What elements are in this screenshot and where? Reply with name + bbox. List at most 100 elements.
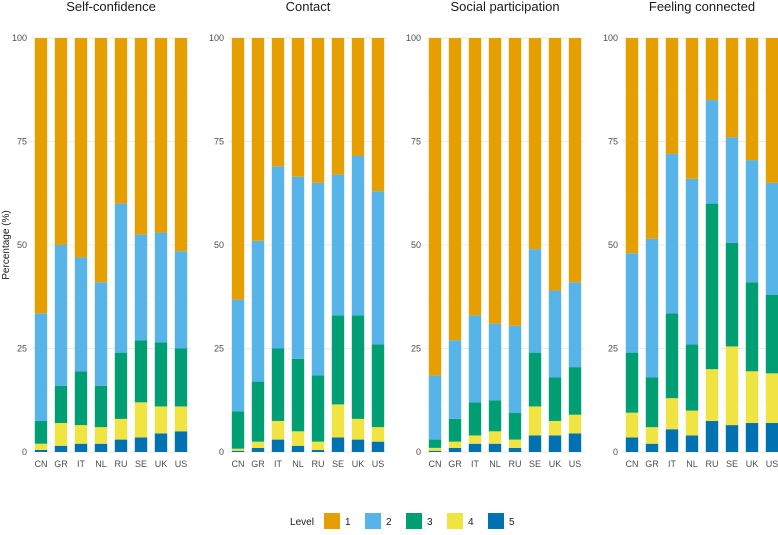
bar-segment-nl-level-4	[291, 431, 305, 446]
x-tick-label: CN	[232, 459, 245, 469]
legend-title: Level	[290, 517, 314, 528]
bar-segment-cn-level-2	[625, 253, 639, 353]
y-tick-label: 25	[214, 344, 224, 354]
bar-segment-gr-level-5	[448, 447, 462, 452]
bar-segment-nl-level-1	[94, 38, 108, 283]
bar-segment-gr-level-1	[645, 38, 659, 239]
y-tick-label: 50	[411, 240, 421, 250]
x-tick-label: US	[372, 459, 385, 469]
bar-segment-uk-level-5	[351, 439, 365, 452]
bar-segment-se-level-1	[134, 38, 148, 235]
legend-label: 1	[345, 517, 351, 528]
y-tick-label: 75	[214, 137, 224, 147]
x-tick-label: IT	[668, 459, 677, 469]
bar-segment-cn-level-2	[231, 299, 245, 412]
y-tick-label: 75	[411, 137, 421, 147]
bar-segment-us-level-5	[765, 423, 778, 452]
bar-segment-it-level-3	[74, 371, 88, 426]
bar-segment-se-level-4	[528, 406, 542, 436]
bar-segment-cn-level-2	[428, 375, 442, 440]
bar-segment-gr-level-4	[54, 423, 68, 446]
bar-segment-us-level-4	[568, 414, 582, 434]
bar-segment-it-level-5	[468, 443, 482, 452]
bar-segment-it-level-5	[271, 439, 285, 452]
x-tick-label: IT	[274, 459, 283, 469]
bar-segment-us-level-1	[174, 38, 188, 252]
bar-segment-nl-level-1	[685, 38, 699, 179]
bar-segment-uk-level-4	[548, 420, 562, 436]
x-tick-label: CN	[429, 459, 442, 469]
bar-segment-se-level-5	[331, 437, 345, 452]
legend-label: 2	[386, 517, 392, 528]
bar-segment-uk-level-2	[351, 155, 365, 316]
x-tick-label: US	[569, 459, 582, 469]
bar-segment-nl-level-4	[685, 410, 699, 436]
x-tick-label: CN	[35, 459, 48, 469]
bar-segment-cn-level-1	[231, 38, 245, 300]
bar-segment-ru-level-2	[311, 182, 325, 376]
bar-segment-se-level-4	[725, 346, 739, 426]
bar-segment-ru-level-1	[311, 38, 325, 183]
bar-segment-se-level-2	[134, 234, 148, 341]
bar-segment-us-level-5	[568, 433, 582, 452]
bar-segment-se-level-4	[331, 404, 345, 438]
bar-segment-uk-level-3	[548, 377, 562, 421]
x-tick-label: GR	[54, 459, 68, 469]
bar-segment-gr-level-2	[448, 340, 462, 419]
y-tick-label: 100	[209, 33, 224, 43]
bar-segment-cn-level-5	[428, 450, 442, 452]
bar-segment-gr-level-4	[448, 441, 462, 448]
bar-segment-uk-level-5	[154, 433, 168, 452]
x-tick-label: US	[175, 459, 188, 469]
bar-segment-se-level-5	[725, 425, 739, 452]
bar-segment-nl-level-3	[291, 358, 305, 432]
x-tick-label: CN	[626, 459, 639, 469]
bar-segment-us-level-3	[371, 344, 385, 428]
bar-segment-it-level-3	[468, 402, 482, 436]
bar-segment-it-level-1	[665, 38, 679, 154]
bar-segment-uk-level-1	[548, 38, 562, 291]
bar-segment-gr-level-5	[54, 445, 68, 452]
bar-segment-nl-level-2	[685, 178, 699, 345]
bar-segment-us-level-2	[174, 251, 188, 349]
y-tick-label: 25	[411, 344, 421, 354]
y-tick-label: 75	[17, 137, 27, 147]
legend-key-level-5	[488, 513, 504, 529]
bar-segment-us-level-4	[371, 427, 385, 442]
y-tick-label: 50	[17, 240, 27, 250]
bar-segment-cn-level-3	[428, 439, 442, 448]
bar-segment-uk-level-1	[745, 38, 759, 161]
panel-self-confidence: 0 25 50 75 100 CN GR IT NL RU SE UK US Self-confidenc…	[12, 0, 191, 469]
bar-segment-ru-level-2	[508, 325, 522, 413]
bar-segment-us-level-4	[174, 406, 188, 432]
y-tick-label: 25	[17, 344, 27, 354]
bar-segment-se-level-5	[528, 435, 542, 452]
bar-segment-uk-level-1	[351, 38, 365, 156]
bar-segment-us-level-3	[568, 367, 582, 415]
bar-segment-gr-level-1	[54, 38, 68, 245]
bar-segment-nl-level-2	[488, 323, 502, 401]
legend-label: 3	[427, 517, 433, 528]
bar-segment-nl-level-4	[94, 427, 108, 444]
bar-segment-uk-level-2	[745, 160, 759, 283]
y-tick-label: 100	[12, 33, 27, 43]
bar-segment-gr-level-3	[251, 381, 265, 442]
x-tick-label: UK	[155, 459, 168, 469]
bar-segment-se-level-3	[331, 315, 345, 405]
bar-segment-it-level-4	[468, 435, 482, 444]
bar-segment-gr-level-4	[251, 441, 265, 448]
bar-segment-uk-level-5	[548, 435, 562, 452]
bar-segment-cn-level-1	[625, 38, 639, 254]
bar-segment-it-level-1	[468, 38, 482, 316]
y-tick-label: 0	[613, 447, 618, 457]
bar-segment-cn-level-3	[625, 352, 639, 413]
bar-segment-uk-level-3	[745, 282, 759, 372]
bar-segment-ru-level-5	[311, 449, 325, 452]
x-tick-label: NL	[292, 459, 304, 469]
bar-segment-cn-level-5	[34, 449, 48, 452]
bar-segment-gr-level-3	[54, 385, 68, 424]
bar-segment-us-level-2	[765, 182, 778, 295]
y-tick-label: 0	[416, 447, 421, 457]
y-tick-label: 100	[603, 33, 618, 43]
